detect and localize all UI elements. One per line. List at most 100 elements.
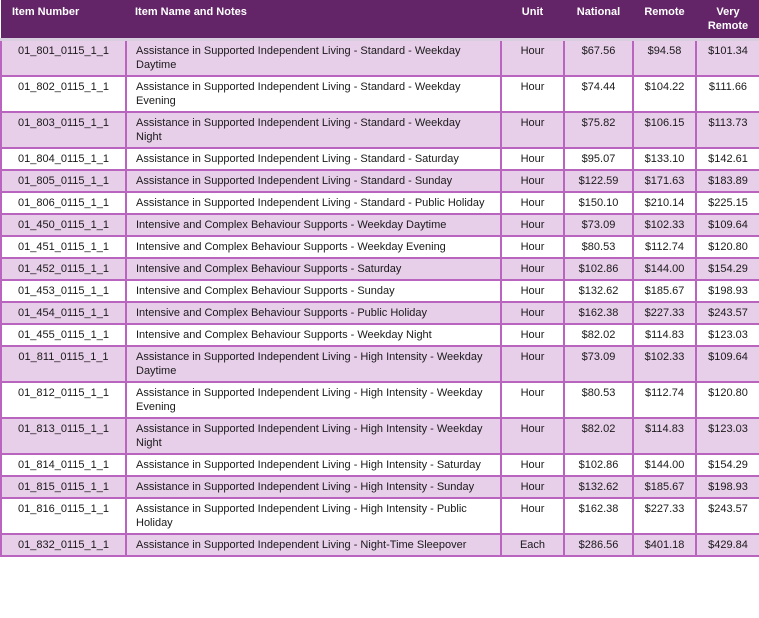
national-price-cell: $82.02 [563,323,634,347]
header-very-remote: Very Remote [696,0,759,41]
item-name-cell: Assistance in Supported Independent Livi… [125,169,502,193]
national-price-cell: $286.56 [563,533,634,557]
national-price-cell: $82.02 [563,417,634,455]
item-number-cell: 01_803_0115_1_1 [0,111,127,149]
item-name-cell: Assistance in Supported Independent Livi… [125,345,502,383]
item-number-cell: 01_804_0115_1_1 [0,147,127,171]
remote-price-cell: $210.14 [632,191,697,215]
remote-price-cell: $94.58 [632,38,697,77]
item-number-cell: 01_814_0115_1_1 [0,453,127,477]
remote-price-cell: $171.63 [632,169,697,193]
item-name-cell: Assistance in Supported Independent Livi… [125,191,502,215]
item-name-cell: Assistance in Supported Independent Livi… [125,417,502,455]
very-remote-price-cell: $123.03 [695,417,759,455]
very-remote-price-cell: $101.34 [695,38,759,77]
national-price-cell: $80.53 [563,235,634,259]
national-price-cell: $102.86 [563,257,634,281]
unit-cell: Hour [500,38,565,77]
unit-cell: Each [500,533,565,557]
table-header: Item Number Item Name and Notes Unit Nat… [1,0,759,41]
remote-price-cell: $112.74 [632,381,697,419]
remote-price-cell: $133.10 [632,147,697,171]
table-row: 01_813_0115_1_1 Assistance in Supported … [0,417,759,455]
unit-cell: Hour [500,475,565,499]
item-name-cell: Intensive and Complex Behaviour Supports… [125,235,502,259]
very-remote-price-cell: $198.93 [695,279,759,303]
remote-price-cell: $102.33 [632,345,697,383]
remote-price-cell: $106.15 [632,111,697,149]
very-remote-price-cell: $198.93 [695,475,759,499]
table-row: 01_811_0115_1_1 Assistance in Supported … [0,345,759,383]
header-item-name-and-notes: Item Name and Notes [126,0,501,41]
item-number-cell: 01_453_0115_1_1 [0,279,127,303]
item-name-cell: Assistance in Supported Independent Livi… [125,533,502,557]
table-row: 01_803_0115_1_1 Assistance in Supported … [0,111,759,149]
table-row: 01_802_0115_1_1 Assistance in Supported … [0,75,759,113]
very-remote-price-cell: $113.73 [695,111,759,149]
table-row: 01_816_0115_1_1 Assistance in Supported … [0,497,759,535]
national-price-cell: $73.09 [563,213,634,237]
national-price-cell: $132.62 [563,279,634,303]
national-price-cell: $132.62 [563,475,634,499]
item-number-cell: 01_806_0115_1_1 [0,191,127,215]
price-table: Item Number Item Name and Notes Unit Nat… [0,0,759,557]
very-remote-price-cell: $109.64 [695,213,759,237]
very-remote-price-cell: $243.57 [695,301,759,325]
unit-cell: Hour [500,235,565,259]
remote-price-cell: $185.67 [632,475,697,499]
very-remote-price-cell: $120.80 [695,235,759,259]
table-row: 01_451_0115_1_1 Intensive and Complex Be… [0,235,759,259]
item-name-cell: Assistance in Supported Independent Livi… [125,38,502,77]
item-number-cell: 01_816_0115_1_1 [0,497,127,535]
header-row: Item Number Item Name and Notes Unit Nat… [1,0,759,41]
item-number-cell: 01_455_0115_1_1 [0,323,127,347]
unit-cell: Hour [500,75,565,113]
item-number-cell: 01_812_0115_1_1 [0,381,127,419]
header-remote: Remote [633,0,696,41]
table-row: 01_801_0115_1_1 Assistance in Supported … [0,38,759,77]
table-row: 01_450_0115_1_1 Intensive and Complex Be… [0,213,759,237]
table-row: 01_806_0115_1_1 Assistance in Supported … [0,191,759,215]
item-name-cell: Assistance in Supported Independent Livi… [125,147,502,171]
unit-cell: Hour [500,111,565,149]
unit-cell: Hour [500,453,565,477]
national-price-cell: $162.38 [563,301,634,325]
unit-cell: Hour [500,213,565,237]
national-price-cell: $122.59 [563,169,634,193]
remote-price-cell: $112.74 [632,235,697,259]
unit-cell: Hour [500,323,565,347]
national-price-cell: $162.38 [563,497,634,535]
remote-price-cell: $104.22 [632,75,697,113]
very-remote-price-cell: $154.29 [695,453,759,477]
table-row: 01_454_0115_1_1 Intensive and Complex Be… [0,301,759,325]
unit-cell: Hour [500,345,565,383]
very-remote-price-cell: $183.89 [695,169,759,193]
very-remote-price-cell: $429.84 [695,533,759,557]
unit-cell: Hour [500,417,565,455]
national-price-cell: $74.44 [563,75,634,113]
item-name-cell: Assistance in Supported Independent Livi… [125,111,502,149]
national-price-cell: $150.10 [563,191,634,215]
remote-price-cell: $102.33 [632,213,697,237]
header-national: National [564,0,633,41]
remote-price-cell: $144.00 [632,453,697,477]
unit-cell: Hour [500,257,565,281]
remote-price-cell: $227.33 [632,497,697,535]
item-number-cell: 01_832_0115_1_1 [0,533,127,557]
remote-price-cell: $227.33 [632,301,697,325]
item-name-cell: Assistance in Supported Independent Livi… [125,381,502,419]
table-row: 01_805_0115_1_1 Assistance in Supported … [0,169,759,193]
table-row: 01_804_0115_1_1 Assistance in Supported … [0,147,759,171]
remote-price-cell: $401.18 [632,533,697,557]
table-row: 01_455_0115_1_1 Intensive and Complex Be… [0,323,759,347]
table-row: 01_452_0115_1_1 Intensive and Complex Be… [0,257,759,281]
national-price-cell: $73.09 [563,345,634,383]
table-row: 01_815_0115_1_1 Assistance in Supported … [0,475,759,499]
item-name-cell: Intensive and Complex Behaviour Supports… [125,279,502,303]
item-number-cell: 01_813_0115_1_1 [0,417,127,455]
table-row: 01_832_0115_1_1 Assistance in Supported … [0,533,759,557]
unit-cell: Hour [500,147,565,171]
unit-cell: Hour [500,381,565,419]
item-name-cell: Assistance in Supported Independent Livi… [125,75,502,113]
header-item-number: Item Number [1,0,126,41]
